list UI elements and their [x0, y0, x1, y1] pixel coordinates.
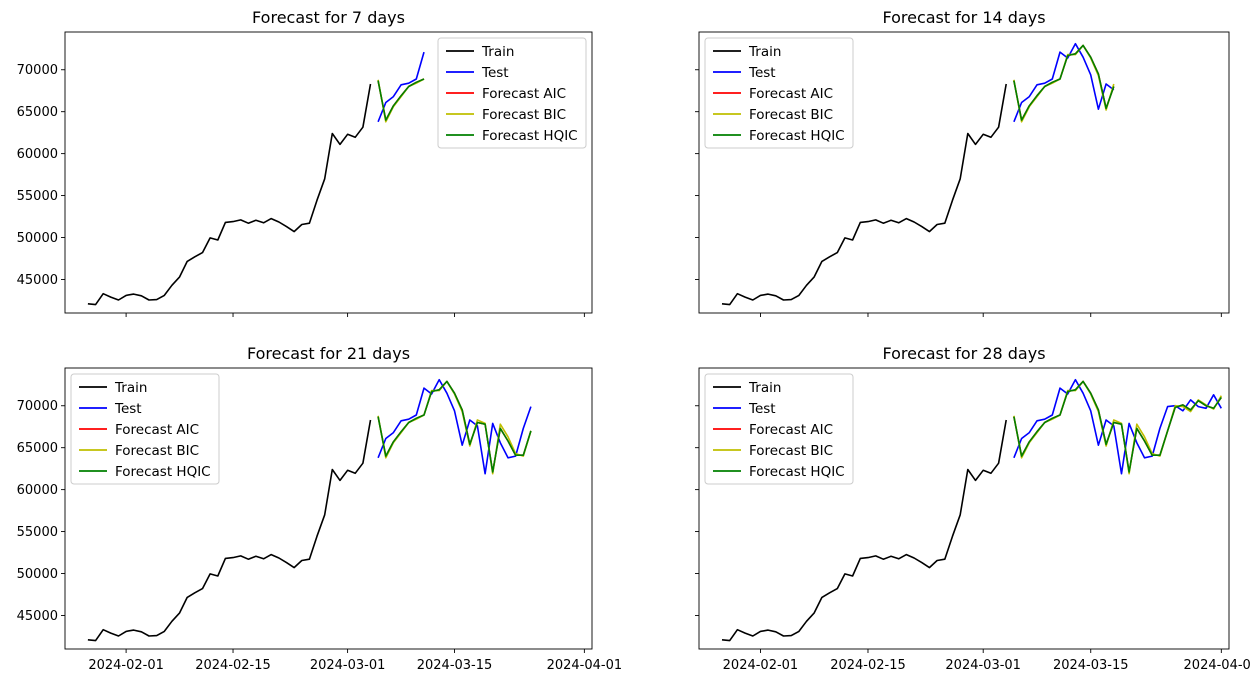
subplot-title: Forecast for 14 days: [882, 8, 1045, 27]
x-tick-label: 2024-03-15: [417, 658, 493, 673]
legend-label: Test: [114, 401, 142, 417]
legend-box: [70, 373, 220, 485]
y-tick-label: 45000: [17, 273, 58, 288]
y-tick-label: 70000: [17, 399, 58, 414]
y-tick-label: 55000: [17, 189, 58, 204]
legend-label: Forecast BIC: [749, 443, 833, 459]
x-tick-label: 2024-04-01: [547, 658, 623, 673]
legend: Train Test Forecast AIC Forecast BIC Forecas…: [437, 37, 587, 149]
series-line-train: [87, 83, 372, 306]
series-line-train: [721, 419, 1007, 642]
legend-label: Forecast HQIC: [749, 464, 845, 480]
x-tick-label: 2024-02-15: [195, 658, 271, 673]
legend: Train Test Forecast AIC Forecast BIC Forecas…: [70, 373, 220, 485]
subplot-4: Forecast for 28 days 2024-02-01 2024-02-15…: [695, 344, 1252, 673]
series-line-forecast-hqic: [1013, 44, 1115, 121]
y-tick-label: 50000: [17, 231, 58, 246]
legend-label: Forecast HQIC: [482, 128, 578, 144]
subplot-1: Forecast for 7 days 45000 50000 55000 60000 6…: [17, 8, 593, 317]
legend-label: Forecast BIC: [115, 443, 199, 459]
y-tick-label: 70000: [17, 63, 58, 78]
series-line-forecast-hqic: [377, 78, 425, 121]
legend-box: [437, 37, 587, 149]
legend-label: Forecast HQIC: [115, 464, 211, 480]
subplot-2: Forecast for 14 days Train Test Forecast AI…: [695, 8, 1230, 317]
x-tick-label: 2024-03-15: [1053, 658, 1129, 673]
legend-label: Forecast BIC: [749, 107, 833, 123]
axes-frame: [64, 31, 593, 314]
subplot-3: Forecast for 21 days 45000 50000 55000 60000…: [17, 344, 623, 673]
series-line-forecast-bic: [1013, 44, 1115, 123]
x-tick-label: 2024-02-01: [88, 658, 164, 673]
series-line-forecast-hqic: [377, 380, 532, 473]
series-line-test: [1013, 378, 1222, 475]
y-tick-label: 60000: [17, 483, 58, 498]
legend-label: Train: [748, 380, 781, 396]
legend-label: Forecast AIC: [749, 86, 833, 102]
x-tick-label: 2024-03-01: [310, 658, 386, 673]
legend-label: Test: [748, 65, 776, 81]
x-tick-label: 2024-02-01: [723, 658, 799, 673]
legend: Train Test Forecast AIC Forecast BIC Forecas…: [704, 373, 854, 485]
legend-label: Forecast AIC: [115, 422, 199, 438]
y-tick-label: 55000: [17, 525, 58, 540]
legend-label: Forecast AIC: [749, 422, 833, 438]
legend-label: Forecast HQIC: [749, 128, 845, 144]
axes-frame: [698, 31, 1230, 314]
legend-label: Forecast BIC: [482, 107, 566, 123]
legend-box: [704, 37, 854, 149]
series-line-forecast-hqic: [1013, 380, 1222, 473]
x-tick-label: 2024-03-01: [945, 658, 1021, 673]
series-line-test: [1013, 42, 1115, 123]
subplot-title: Forecast for 28 days: [882, 344, 1045, 363]
x-tick-label: 2024-02-15: [830, 658, 906, 673]
subplot-title: Forecast for 21 days: [247, 344, 410, 363]
series-line-forecast-bic: [377, 380, 532, 475]
legend-label: Forecast AIC: [482, 86, 566, 102]
series-line-test: [377, 378, 532, 475]
series-line-forecast-bic: [1013, 380, 1222, 475]
legend-label: Test: [748, 401, 776, 417]
legend-box: [704, 373, 854, 485]
series-line-test: [377, 51, 425, 123]
legend-label: Train: [114, 380, 147, 396]
legend: Train Test Forecast AIC Forecast BIC Forecas…: [704, 37, 854, 149]
y-tick-label: 60000: [17, 147, 58, 162]
y-tick-label: 45000: [17, 609, 58, 624]
series-line-train: [87, 419, 372, 642]
legend-label: Train: [481, 44, 514, 60]
y-tick-label: 50000: [17, 567, 58, 582]
y-tick-label: 65000: [17, 105, 58, 120]
series-line-forecast-aic: [1013, 380, 1222, 473]
series-line-train: [721, 83, 1007, 306]
axes-frame: [698, 367, 1230, 650]
y-tick-label: 65000: [17, 441, 58, 456]
subplot-title: Forecast for 7 days: [252, 8, 405, 27]
legend-label: Test: [481, 65, 509, 81]
axes-frame: [64, 367, 593, 650]
x-tick-label: 2024-04-01: [1184, 658, 1252, 673]
legend-label: Train: [748, 44, 781, 60]
